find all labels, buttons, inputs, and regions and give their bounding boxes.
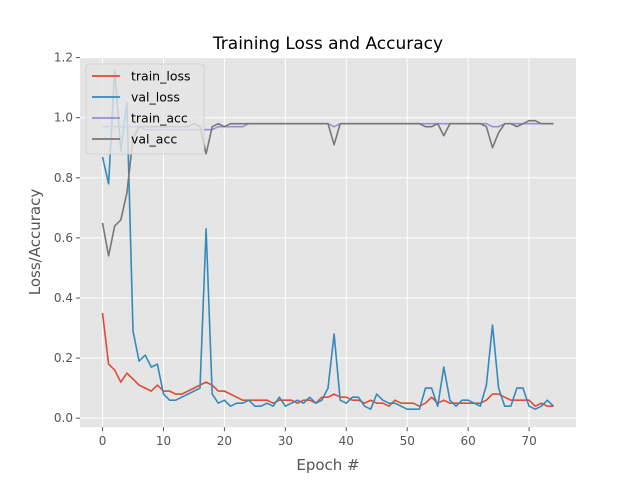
x-axis-ticks: 0 10 20 30 40 50 60 70 (99, 427, 537, 448)
x-tick-label: 20 (217, 434, 232, 448)
y-tick-label: 1.2 (54, 51, 73, 65)
legend-label: train_acc (131, 111, 188, 126)
legend-box (85, 63, 205, 155)
x-axis-label: Epoch # (296, 456, 359, 474)
legend-label: val_acc (131, 132, 177, 147)
series-line-train-loss (101, 312, 554, 408)
x-tick-label: 50 (400, 434, 415, 448)
x-tick-label: 30 (278, 434, 293, 448)
y-axis-ticks: 0.0 0.2 0.4 0.6 0.8 1.0 1.2 (54, 51, 80, 425)
legend: train_loss val_loss train_acc val_acc (85, 63, 205, 155)
legend-label: val_loss (131, 90, 180, 105)
x-tick-label: 70 (521, 434, 536, 448)
y-tick-label: 0.8 (54, 171, 73, 185)
legend-label: train_loss (131, 69, 191, 84)
y-tick-label: 0.6 (54, 231, 73, 245)
y-tick-label: 1.0 (54, 111, 73, 125)
y-tick-label: 0.2 (54, 351, 73, 365)
grid-lines (80, 57, 576, 428)
x-tick-label: 0 (99, 434, 107, 448)
x-tick-label: 60 (461, 434, 476, 448)
y-axis-label: Loss/Accuracy (26, 189, 44, 296)
x-tick-label: 10 (156, 434, 171, 448)
x-tick-label: 40 (339, 434, 354, 448)
chart-title: Training Loss and Accuracy (212, 34, 443, 54)
series-line-val-loss (101, 68, 555, 411)
y-tick-label: 0.0 (54, 411, 73, 425)
y-tick-label: 0.4 (54, 291, 73, 305)
